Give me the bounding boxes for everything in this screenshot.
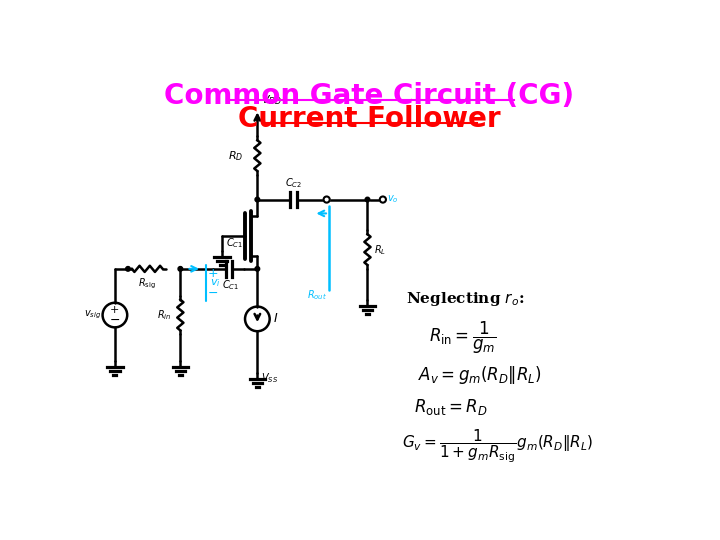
Circle shape	[379, 197, 386, 202]
Circle shape	[126, 267, 130, 271]
Text: $R_{in}$: $R_{in}$	[157, 308, 171, 322]
Text: $G_v = \dfrac{1}{1 + g_m R_{\mathrm{sig}}} g_m(R_D \| R_L)$: $G_v = \dfrac{1}{1 + g_m R_{\mathrm{sig}…	[402, 428, 593, 465]
Text: $V_{DD}$: $V_{DD}$	[261, 93, 282, 107]
Text: $V_{SS}$: $V_{SS}$	[261, 372, 279, 385]
Text: $v_i$: $v_i$	[210, 277, 220, 288]
Text: $C_{C2}$: $C_{C2}$	[285, 177, 302, 190]
Text: $R_{\mathrm{in}} = \dfrac{1}{g_m}$: $R_{\mathrm{in}} = \dfrac{1}{g_m}$	[429, 320, 497, 356]
Text: $R_L$: $R_L$	[374, 242, 386, 256]
Text: $C_{C1}$: $C_{C1}$	[222, 278, 239, 292]
Text: $I$: $I$	[273, 313, 278, 326]
Text: $R_{out}$: $R_{out}$	[307, 288, 327, 302]
Text: $R_{\mathrm{sig}}$: $R_{\mathrm{sig}}$	[138, 276, 156, 291]
Text: Common Gate Circuit (CG): Common Gate Circuit (CG)	[164, 82, 574, 110]
Circle shape	[255, 197, 260, 202]
Text: −: −	[109, 314, 120, 327]
Text: +: +	[110, 305, 120, 315]
Text: Current Follower: Current Follower	[238, 105, 500, 133]
Circle shape	[323, 197, 330, 202]
Text: $v_{sig}$: $v_{sig}$	[84, 309, 101, 321]
Text: +: +	[208, 267, 219, 280]
Text: $R_D$: $R_D$	[228, 148, 243, 163]
Circle shape	[178, 267, 183, 271]
Text: $C_{C1}$: $C_{C1}$	[226, 237, 243, 251]
Text: −: −	[208, 287, 219, 300]
Text: $R_{\mathrm{out}} = R_D$: $R_{\mathrm{out}} = R_D$	[414, 397, 487, 417]
Text: $v_o$: $v_o$	[387, 194, 399, 205]
Circle shape	[255, 267, 260, 271]
Text: Neglecting $r_o$:: Neglecting $r_o$:	[406, 291, 524, 308]
Circle shape	[365, 197, 370, 202]
Text: $A_v = g_m(R_D \| R_L)$: $A_v = g_m(R_D \| R_L)$	[418, 363, 541, 386]
